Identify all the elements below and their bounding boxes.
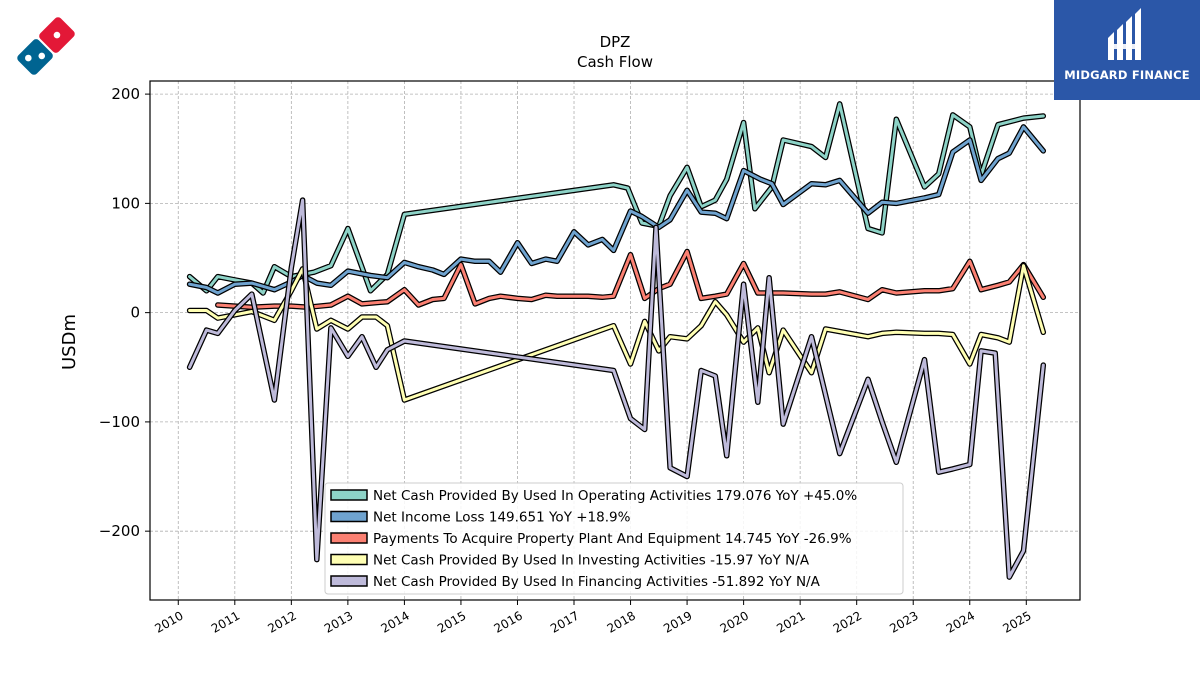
x-tick-label: 2019 [661, 608, 694, 635]
legend-swatch-financing [330, 575, 368, 587]
plot-frame [149, 80, 1081, 601]
x-tick-label: 2018 [605, 608, 638, 635]
x-tick-label: 2017 [548, 608, 581, 635]
x-tick-label: 2010 [152, 608, 185, 635]
x-tick-label: 2014 [378, 608, 411, 635]
y-axis-label: USDm [59, 314, 80, 370]
brand-name: MIDGARD FINANCE [1064, 68, 1190, 82]
series-layer [186, 101, 1047, 580]
chart-title: DPZ [600, 33, 631, 51]
x-tick-label: 2025 [1000, 608, 1033, 635]
x-tick-label: 2013 [322, 608, 355, 635]
x-tick-label: 2024 [944, 608, 977, 635]
x-tick-label: 2023 [887, 608, 920, 635]
legend-label-capex: Payments To Acquire Property Plant And E… [373, 531, 852, 547]
legend-swatch-capex [330, 532, 368, 544]
dominos-logo [12, 12, 80, 80]
chart-subtitle: Cash Flow [577, 53, 653, 71]
y-tick-label: 200 [111, 85, 140, 103]
x-tick-label: 2022 [831, 608, 864, 635]
legend-swatch-investing [330, 553, 368, 566]
x-tick-label: 2021 [774, 608, 807, 635]
series-line-capex [216, 250, 1045, 309]
legend-box [324, 482, 904, 595]
legend-swatch-net_income [330, 510, 368, 523]
midgard-emblem-icon [1108, 8, 1141, 60]
legend: Net Cash Provided By Used In Operating A… [324, 482, 904, 595]
legend-swatch-operating [330, 489, 368, 501]
y-tick-label: 100 [111, 194, 140, 212]
y-tick-label: −100 [99, 413, 140, 431]
series-line-net_income [188, 125, 1045, 295]
series-line-financing [188, 198, 1045, 579]
y-tick-label: 0 [130, 304, 140, 322]
legend-label-financing: Net Cash Provided By Used In Financing A… [373, 574, 821, 590]
series-line-investing [188, 264, 1045, 402]
legend-label-net_income: Net Income Loss 149.651 YoY +18.9% [373, 510, 631, 526]
x-tick-label: 2015 [435, 608, 468, 635]
midgard-finance-logo: MIDGARD FINANCE [1054, 0, 1200, 100]
legend-label-operating: Net Cash Provided By Used In Operating A… [373, 488, 857, 504]
x-tick-label: 2012 [265, 608, 298, 635]
legend-label-investing: Net Cash Provided By Used In Investing A… [373, 553, 810, 569]
series-line-operating [188, 102, 1045, 295]
x-tick-label: 2020 [718, 608, 751, 635]
y-tick-label: −200 [99, 522, 140, 540]
x-tick-label: 2011 [209, 608, 242, 635]
x-tick-label: 2016 [492, 608, 525, 635]
